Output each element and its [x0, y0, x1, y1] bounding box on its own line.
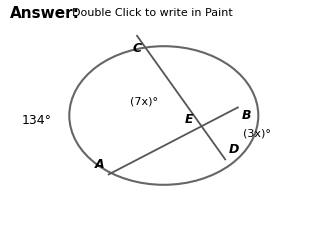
Text: D: D	[229, 143, 240, 156]
Text: Double Click to write in Paint: Double Click to write in Paint	[72, 8, 233, 18]
Text: C: C	[133, 42, 141, 55]
Text: E: E	[185, 113, 193, 126]
Text: Answer:: Answer:	[10, 6, 80, 21]
Text: B: B	[242, 109, 251, 122]
Text: (3x)°: (3x)°	[243, 128, 271, 138]
Text: A: A	[95, 158, 105, 171]
Text: (7x)°: (7x)°	[129, 97, 158, 107]
Text: 134°: 134°	[21, 114, 51, 127]
